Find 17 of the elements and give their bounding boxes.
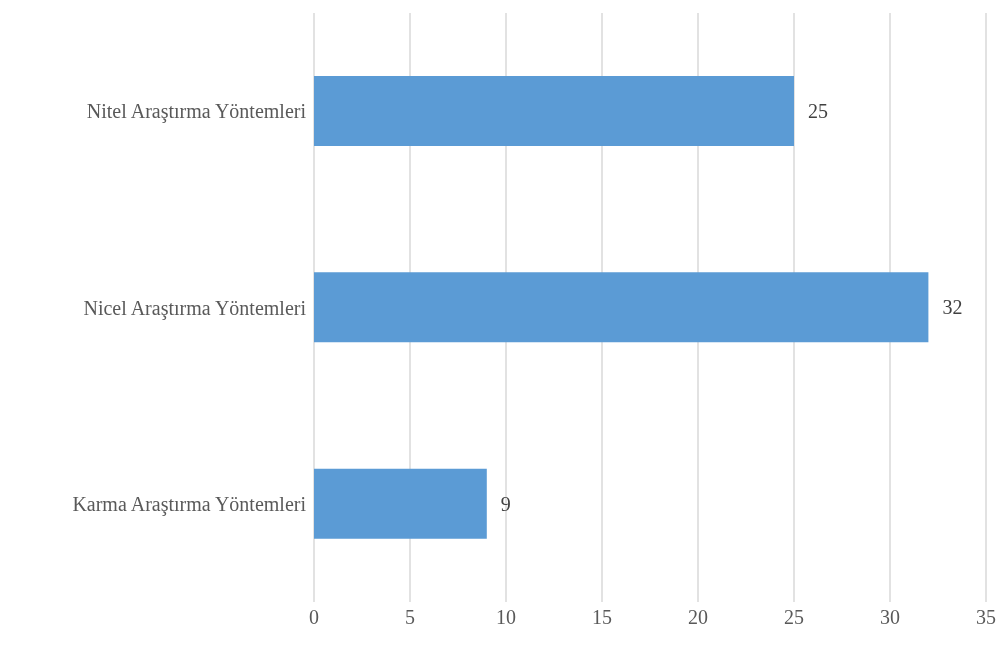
- x-tick-label: 25: [784, 606, 804, 629]
- data-label: 32: [942, 296, 963, 319]
- x-tick-label: 0: [309, 606, 319, 629]
- x-tick-label: 10: [496, 606, 516, 629]
- bar: [314, 468, 487, 539]
- data-label: 25: [808, 100, 828, 123]
- y-tick-label: Karma Araştırma Yöntemleri: [72, 492, 307, 516]
- x-tick-label: 35: [976, 606, 996, 629]
- x-tick-label: 5: [405, 606, 415, 629]
- data-label: 9: [500, 492, 511, 515]
- bar: [314, 76, 794, 146]
- y-tick-label: Nitel Araştırma Yöntemleri: [86, 100, 307, 124]
- y-tick-label: Nicel Araştırma Yöntemleri: [83, 296, 307, 320]
- x-tick-label: 20: [688, 606, 708, 629]
- x-tick-label: 15: [592, 606, 612, 629]
- x-tick-label: 30: [880, 606, 900, 629]
- bar: [314, 272, 929, 343]
